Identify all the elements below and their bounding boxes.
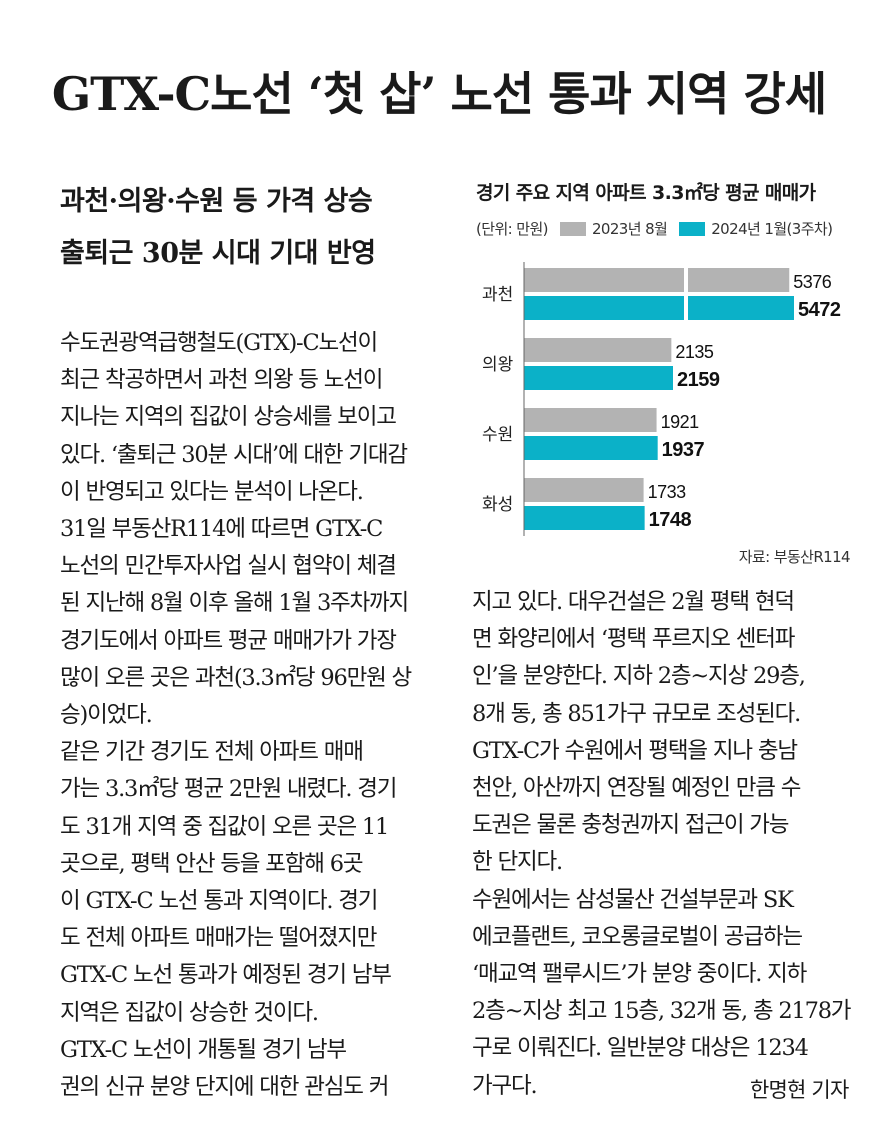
- legend-label-2024: 2024년 1월(3주차): [711, 220, 833, 238]
- bar-value-label: 2135: [675, 342, 714, 362]
- subheadline: 과천·의왕·수원 등 가격 상승 출퇴근 30분 시대 기대 반영: [60, 176, 376, 280]
- bar-수원-0: [524, 408, 657, 432]
- bar-수원-1: [524, 436, 658, 460]
- article-line: 노선의 민간투자사업 실시 협약이 체결: [60, 553, 397, 580]
- article-line: 이 GTX-C 노선 통과 지역이다. 경기: [60, 888, 378, 915]
- article-line: 많이 오른 곳은 과천(3.3㎡당 96만원 상: [60, 664, 412, 691]
- article-line: 도권은 물론 충청권까지 접근이 가능: [472, 812, 790, 839]
- article-line: 31일 부동산R114에 따르면 GTX-C: [60, 516, 383, 543]
- category-label: 수원: [482, 425, 513, 445]
- price-bar-chart: 경기 주요 지역 아파트 3.3㎡당 평균 매매가 (단위: 만원) 2023년…: [468, 172, 858, 566]
- headline: GTX-C노선 ‘첫 삽’ 노선 통과 지역 강세: [51, 67, 827, 121]
- article-line: GTX-C가 수원에서 평택을 지나 충남: [472, 737, 798, 764]
- chart-unit: (단위: 만원): [476, 220, 549, 238]
- article-line: 가는 3.3㎡당 평균 2만원 내렸다. 경기: [60, 776, 398, 803]
- bar-value-label: 1748: [649, 509, 692, 531]
- article-line: 곳으로, 평택 안산 등을 포함해 6곳: [60, 850, 364, 877]
- bar-value-label: 1733: [648, 482, 687, 502]
- article-line: 2층~지상 최고 15층, 32개 동, 총 2178가: [472, 998, 852, 1025]
- bar-value-label: 5472: [798, 299, 841, 321]
- subhead-line-1: 과천·의왕·수원 등 가격 상승: [60, 186, 373, 217]
- category-label: 화성: [482, 495, 513, 515]
- article-line: 된 지난해 8월 이후 올해 1월 3주차까지: [60, 590, 409, 617]
- article-line: 권의 신규 분양 단지에 대한 관심도 커: [60, 1074, 389, 1101]
- article-line: ‘매교역 팰루시드’가 분양 중이다. 지하: [472, 961, 807, 988]
- article-line: 지고 있다. 대우건설은 2월 평택 현덕: [472, 589, 795, 615]
- article-line: 면 화양리에서 ‘평택 푸르지오 센터파: [472, 626, 795, 653]
- article-line: 8개 동, 총 851가구 규모로 조성된다.: [472, 700, 801, 727]
- bar-value-label: 5376: [793, 272, 832, 292]
- article-line: 천안, 아산까지 연장될 예정인 만큼 수: [472, 775, 801, 802]
- article-line: 도 전체 아파트 매매가는 떨어졌지만: [60, 925, 378, 952]
- article-line: 수도권광역급행철도(GTX)-C노선이: [60, 330, 378, 356]
- chart-source: 자료: 부동산R114: [738, 548, 851, 566]
- category-label: 과천: [482, 285, 513, 305]
- bar-과천-0: [524, 268, 790, 292]
- axis-break: [684, 266, 688, 322]
- article-line: 구로 이뤄진다. 일반분양 대상은 1234: [472, 1035, 809, 1062]
- article-line: 한 단지다.: [472, 849, 563, 876]
- legend-swatch-2024: [679, 221, 706, 236]
- article-line: 지역은 집값이 상승한 것이다.: [60, 999, 319, 1026]
- article-line: GTX-C 노선 통과가 예정된 경기 남부: [60, 962, 392, 989]
- bar-의왕-1: [524, 366, 673, 390]
- bar-과천-1: [524, 296, 794, 320]
- article-line: 수원에서는 삼성물산 건설부문과 SK: [472, 886, 794, 913]
- article-line: 에코플랜트, 코오롱글로벌이 공급하는: [472, 923, 803, 950]
- byline: 한명현 기자: [750, 1078, 849, 1102]
- chart-title: 경기 주요 지역 아파트 3.3㎡당 평균 매매가: [476, 182, 816, 204]
- bar-의왕-0: [524, 338, 672, 362]
- article-line: 있다. ‘출퇴근 30분 시대’에 대한 기대감: [60, 441, 408, 468]
- article-line: 같은 기간 경기도 전체 아파트 매매: [60, 739, 364, 766]
- chart-legend: (단위: 만원) 2023년 8월 2024년 1월(3주차): [476, 218, 833, 239]
- article-line: 이 반영되고 있다는 분석이 나온다.: [60, 478, 364, 505]
- article-line: 최근 착공하면서 과천 의왕 등 노선이: [60, 367, 383, 394]
- bar-화성-0: [524, 478, 644, 502]
- article-line: GTX-C 노선이 개통될 경기 남부: [60, 1036, 347, 1063]
- article-line: 경기도에서 아파트 평균 매매가가 가장: [60, 627, 397, 654]
- bar-value-label: 1937: [662, 439, 705, 461]
- category-label: 의왕: [482, 355, 513, 375]
- chart-plot: 과천 5376 5472 의왕 2135 2159 수원 1921 1937 화성 1733 1748: [482, 262, 841, 536]
- bar-value-label: 2159: [677, 369, 720, 391]
- bar-value-label: 1921: [661, 412, 700, 432]
- article-line: 승)이었다.: [60, 702, 153, 729]
- article-line: 인’을 분양한다. 지하 2층~지상 29층,: [472, 663, 806, 690]
- legend-swatch-2023: [559, 221, 586, 236]
- article-line: 지나는 지역의 집값이 상승세를 보이고: [60, 404, 397, 431]
- subhead-line-2: 출퇴근 30분 시대 기대 반영: [60, 238, 376, 269]
- legend-label-2023: 2023년 8월: [591, 220, 668, 238]
- article-line: 가구다.: [472, 1072, 538, 1099]
- article-line: 도 31개 지역 중 집값이 오른 곳은 11: [60, 813, 389, 840]
- bar-화성-1: [524, 506, 645, 530]
